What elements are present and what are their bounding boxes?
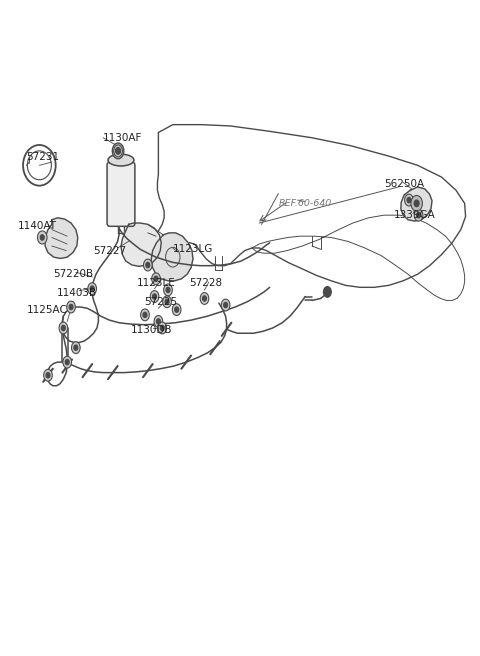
Polygon shape [151,233,193,281]
Text: 57228: 57228 [190,278,223,289]
Circle shape [116,148,120,154]
Circle shape [154,316,163,327]
Circle shape [74,345,78,350]
Circle shape [146,262,150,268]
Circle shape [46,373,50,378]
Circle shape [158,322,167,334]
Circle shape [200,293,209,304]
Circle shape [165,299,169,304]
Circle shape [414,200,419,207]
Circle shape [152,273,160,285]
Circle shape [224,302,228,308]
Circle shape [407,197,411,203]
Circle shape [72,342,80,354]
Text: 1130DB: 1130DB [131,325,172,335]
Polygon shape [45,218,78,258]
Circle shape [40,235,44,240]
Text: 1123LG: 1123LG [173,244,213,255]
Circle shape [112,143,124,159]
Circle shape [144,259,152,271]
Circle shape [164,284,172,296]
Circle shape [203,296,206,301]
Circle shape [153,294,156,299]
Circle shape [166,287,170,293]
Circle shape [405,194,413,206]
Circle shape [67,301,75,313]
Circle shape [69,304,73,310]
FancyBboxPatch shape [107,162,135,226]
Circle shape [63,356,72,368]
Polygon shape [121,223,161,266]
Text: 1130AF: 1130AF [103,133,143,143]
Text: 56250A: 56250A [384,178,424,189]
Text: 11403B: 11403B [57,288,97,298]
Text: 57225: 57225 [144,297,177,307]
Text: 57227: 57227 [94,245,127,256]
Polygon shape [401,187,432,221]
Circle shape [59,322,68,334]
Circle shape [114,145,122,157]
Circle shape [172,304,181,316]
Text: 1125AC: 1125AC [26,305,67,316]
Text: 1123LE: 1123LE [137,278,176,289]
Text: 1140AT: 1140AT [18,221,57,232]
Circle shape [417,213,420,218]
Circle shape [156,319,160,324]
Text: 1339GA: 1339GA [394,210,435,220]
Circle shape [411,195,422,211]
Circle shape [90,286,94,291]
Circle shape [221,299,230,311]
Circle shape [61,325,65,331]
Text: 57220B: 57220B [53,269,93,279]
Circle shape [160,325,164,331]
Circle shape [116,148,120,154]
Circle shape [163,296,171,308]
Circle shape [154,276,158,281]
Text: REF.60-640: REF.60-640 [278,199,332,208]
Ellipse shape [108,154,134,166]
Circle shape [175,307,179,312]
Circle shape [37,231,47,244]
Circle shape [150,291,159,302]
Circle shape [44,369,52,381]
Circle shape [414,209,423,221]
Circle shape [141,309,149,321]
Circle shape [324,287,331,297]
Circle shape [65,359,69,365]
Circle shape [88,283,96,295]
Text: 57231: 57231 [26,152,60,163]
Circle shape [143,312,147,318]
